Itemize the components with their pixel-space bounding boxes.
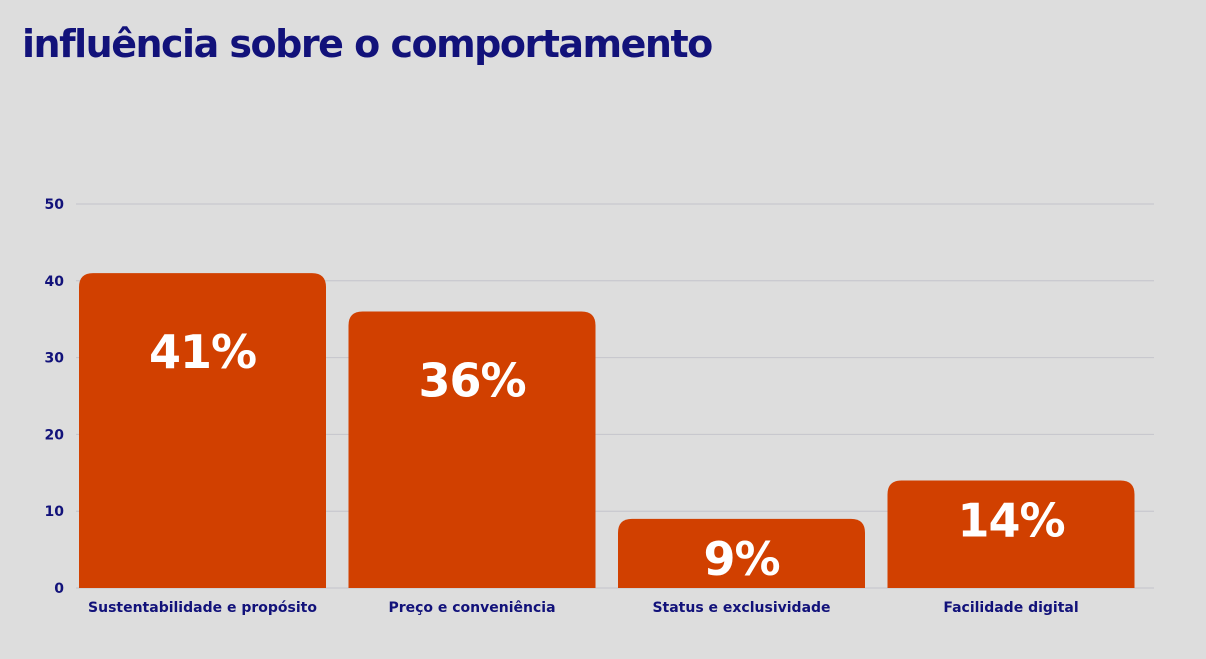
- x-category-label: Facilidade digital: [943, 600, 1078, 616]
- data-label: 9%: [703, 532, 779, 586]
- bar: [348, 311, 596, 588]
- data-label: 36%: [418, 354, 525, 408]
- data-label: 41%: [149, 325, 256, 379]
- bar: [618, 518, 865, 588]
- y-tick-label: 10: [45, 504, 65, 520]
- chart-title: influência sobre o comportamento: [22, 22, 713, 66]
- x-category-label: Sustentabilidade e propósito: [88, 600, 317, 616]
- y-tick-label: 20: [45, 427, 65, 443]
- y-tick-label: 0: [54, 581, 64, 597]
- x-category-label: Status e exclusividade: [652, 600, 830, 616]
- x-category-label: Preço e conveniência: [388, 600, 555, 616]
- bar: [887, 480, 1135, 588]
- bar: [79, 273, 326, 588]
- y-tick-label: 50: [45, 197, 65, 213]
- y-tick-label: 30: [45, 351, 65, 367]
- data-label: 14%: [957, 493, 1064, 547]
- y-tick-label: 40: [45, 274, 65, 290]
